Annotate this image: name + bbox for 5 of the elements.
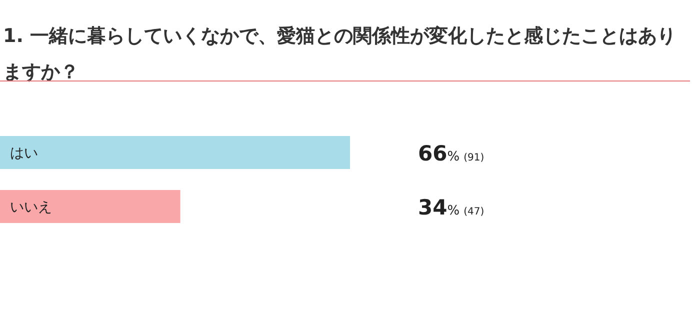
y-tick-label: はい xyxy=(10,146,38,162)
title: 1. 一緒に暮らしていくなかで、愛猫との関係性が変化したと感じたことはありますか？ xyxy=(3,25,676,83)
y-tick-label: いいえ xyxy=(10,200,52,216)
data-label: 66% (91) xyxy=(418,142,484,166)
data-label: 34% (47) xyxy=(418,196,484,220)
